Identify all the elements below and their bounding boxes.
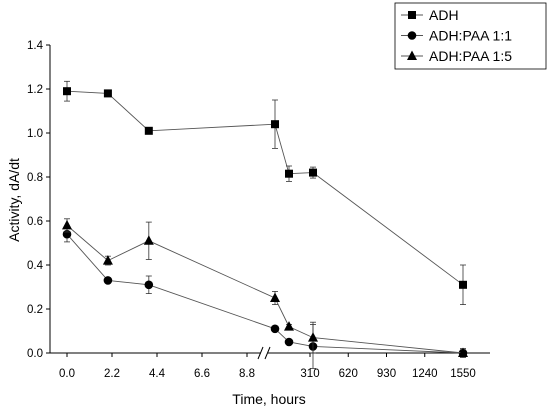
x-tick-label: 1240 xyxy=(412,368,438,380)
data-point xyxy=(271,120,279,129)
y-tick-label: 0.8 xyxy=(27,172,43,184)
y-tick-label: 0.6 xyxy=(27,216,43,228)
series-layer xyxy=(62,80,468,369)
series-square xyxy=(63,80,467,306)
data-point xyxy=(102,255,113,265)
data-point xyxy=(62,219,72,230)
data-point xyxy=(458,347,468,357)
data-point xyxy=(144,280,154,290)
series-line xyxy=(66,225,464,354)
y-tick-label: 1.0 xyxy=(27,128,43,140)
x-tick-label: 8.8 xyxy=(239,368,255,380)
legend-marker xyxy=(407,31,417,40)
data-point xyxy=(284,337,294,347)
data-point xyxy=(144,126,153,135)
x-tick-label: 620 xyxy=(339,368,358,380)
data-point xyxy=(63,87,71,96)
data-point xyxy=(309,168,317,177)
x-tick-label: 4.4 xyxy=(149,368,166,380)
legend-label: ADH:PAA 1:5 xyxy=(429,48,512,64)
y-tick-label: 0.2 xyxy=(27,304,43,316)
data-point xyxy=(143,235,154,245)
legend: ADH ADH:PAA 1:1 ADH:PAA 1:5 xyxy=(394,2,547,70)
series-triangle xyxy=(62,218,468,357)
data-point xyxy=(270,324,280,334)
data-point xyxy=(459,280,467,289)
data-point xyxy=(284,321,294,331)
data-point xyxy=(103,89,112,98)
axes: 0.0 0.2 0.4 0.6 0.8 1.0 1.2 1.4 0.0 2.2 4.4 6.6 8.8 3… xyxy=(27,40,490,380)
y-tick-label: 1.2 xyxy=(27,84,43,96)
legend-label: ADH xyxy=(429,7,459,23)
legend-marker xyxy=(407,50,417,60)
legend-label: ADH:PAA 1:1 xyxy=(429,28,512,44)
x-tick-label: 2.2 xyxy=(104,368,120,380)
data-point xyxy=(103,276,113,285)
x-tick-label: 1550 xyxy=(450,368,476,380)
data-point xyxy=(285,169,293,178)
y-tick-label: 0.0 xyxy=(27,348,43,360)
x-tick-label: 930 xyxy=(377,368,396,380)
data-point xyxy=(270,292,280,302)
x-tick-label: 6.6 xyxy=(194,368,210,380)
axis-break-mark xyxy=(257,346,264,360)
data-point xyxy=(308,332,318,342)
y-tick-label: 0.4 xyxy=(27,260,44,272)
series-line xyxy=(66,90,464,286)
x-tick-label: 0.0 xyxy=(59,368,75,380)
y-axis-label: Activity, dA/dt xyxy=(6,158,22,242)
legend-marker xyxy=(408,11,416,19)
y-tick-label: 1.4 xyxy=(27,40,44,52)
x-axis-label: Time, hours xyxy=(232,391,305,407)
axis-break-mark xyxy=(264,346,271,360)
x-tick-label: 310 xyxy=(300,368,319,380)
